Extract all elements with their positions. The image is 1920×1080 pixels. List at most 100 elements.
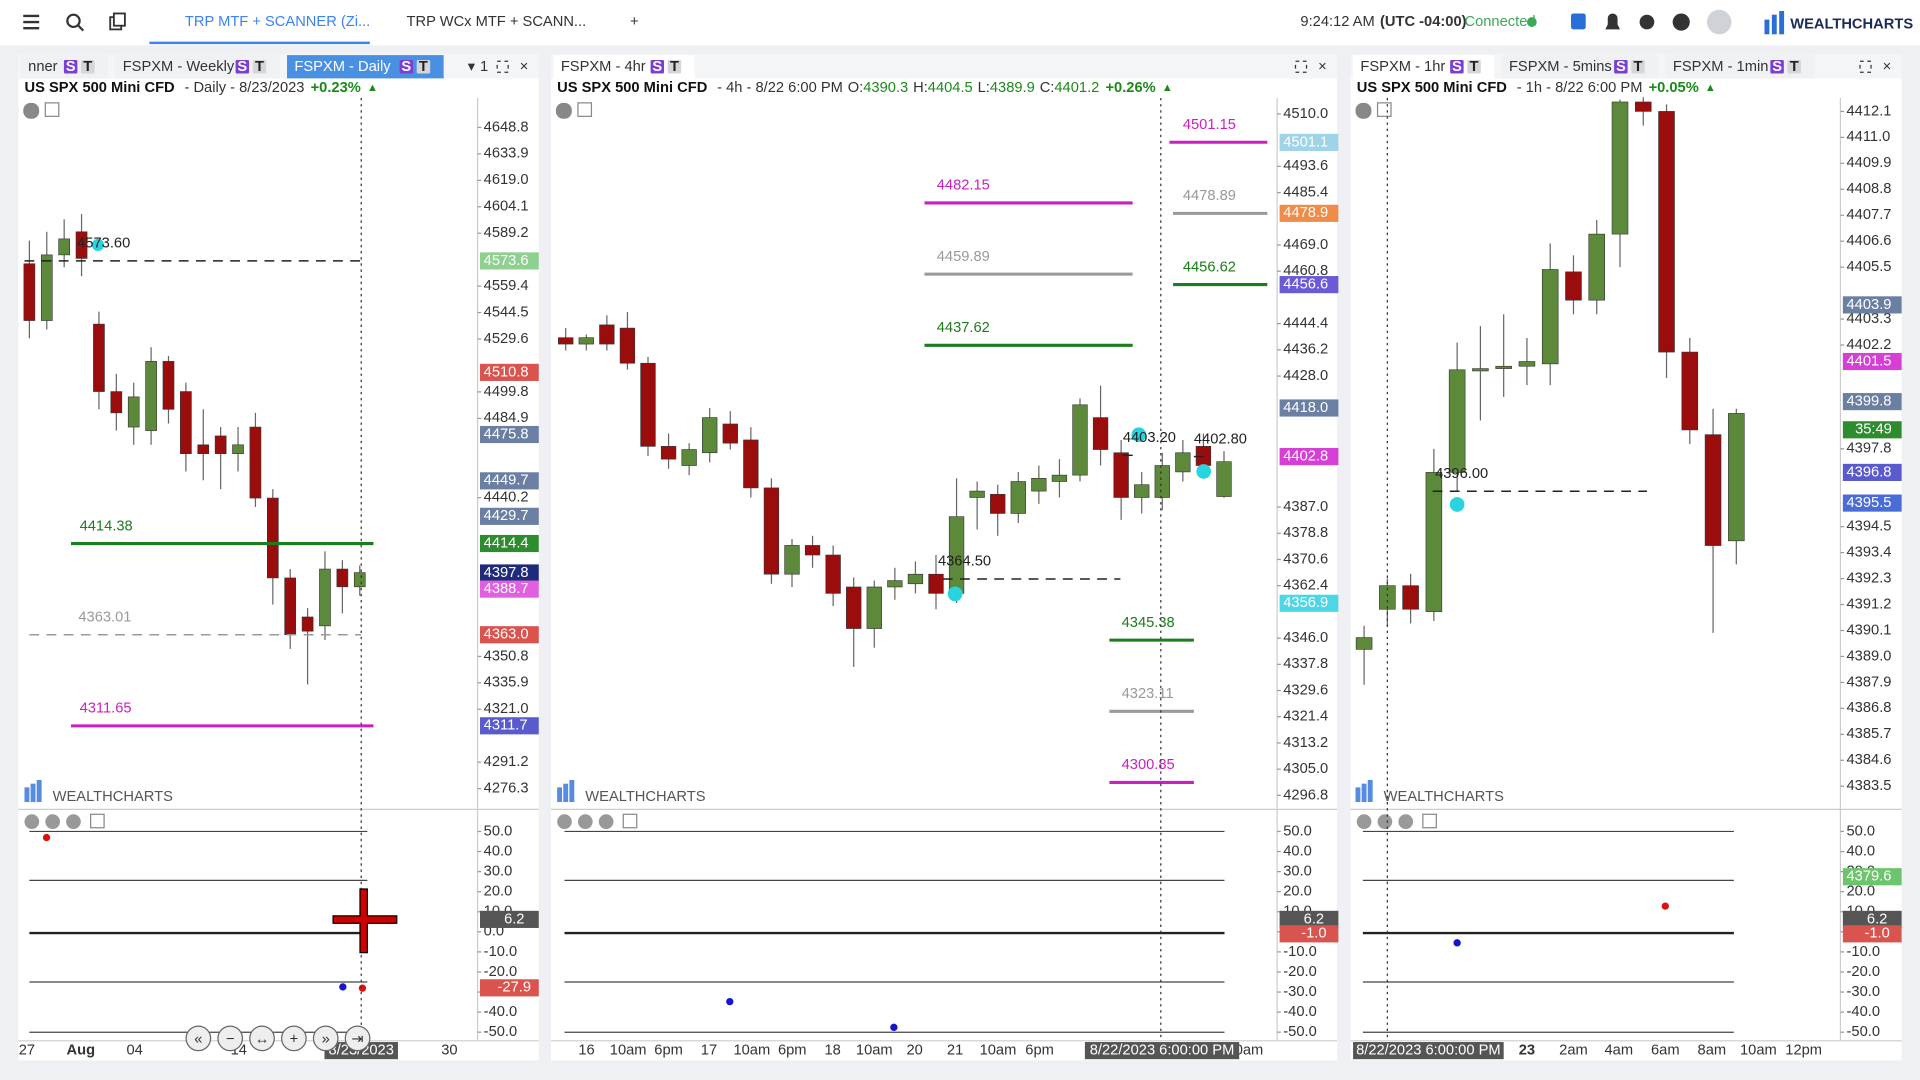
nav-button[interactable] bbox=[344, 1025, 371, 1052]
timezone[interactable]: (UTC -04:00) bbox=[1380, 14, 1467, 30]
y-tick-label: 4436.2 bbox=[1283, 342, 1328, 358]
candle-body bbox=[640, 362, 656, 447]
close-button[interactable]: × bbox=[520, 59, 529, 75]
price-tag-label: 4397.8 bbox=[484, 565, 529, 581]
nav-button[interactable] bbox=[249, 1025, 275, 1052]
nav-button[interactable] bbox=[217, 1025, 244, 1052]
indicator-tool[interactable] bbox=[598, 814, 614, 829]
maximize-button[interactable] bbox=[1294, 60, 1308, 73]
candle-body bbox=[578, 337, 594, 345]
y-tick-label: 4484.9 bbox=[484, 410, 529, 426]
indicator-tool[interactable] bbox=[90, 813, 105, 829]
maximize-button[interactable] bbox=[496, 60, 509, 73]
indicator-tool[interactable] bbox=[66, 814, 81, 829]
decoration bbox=[1779, 11, 1785, 35]
chart-tool[interactable] bbox=[44, 102, 60, 117]
marker-dot bbox=[726, 997, 734, 1006]
x-tick-label: 30 bbox=[441, 1042, 457, 1058]
help-icon[interactable] bbox=[1672, 13, 1690, 31]
tab-badge bbox=[1770, 60, 1784, 74]
close-button[interactable]: × bbox=[1318, 59, 1327, 75]
level-label: 4364.50 bbox=[938, 554, 991, 570]
maximize-button[interactable] bbox=[1859, 60, 1872, 73]
candle-body bbox=[743, 439, 759, 489]
osc-tick-label: -40.0 bbox=[484, 1004, 517, 1020]
osc-note: 4379.6 bbox=[1847, 869, 1892, 885]
bell-icon[interactable] bbox=[1605, 13, 1621, 30]
decoration bbox=[1764, 19, 1770, 35]
level-label: 4456.62 bbox=[1183, 259, 1236, 275]
chart-tool[interactable] bbox=[23, 102, 40, 119]
candle-body bbox=[1635, 101, 1652, 112]
y-tick-label: 4346.0 bbox=[1283, 630, 1328, 646]
nav-button[interactable] bbox=[312, 1025, 339, 1052]
x-tick-label: 12pm bbox=[1785, 1042, 1822, 1058]
y-tick-label: 4633.9 bbox=[484, 146, 529, 162]
candle-body bbox=[1681, 351, 1699, 431]
y-tick-label: 4510.0 bbox=[1283, 106, 1328, 122]
chart-tool[interactable] bbox=[555, 102, 572, 119]
osc-tick-label: -30.0 bbox=[1283, 984, 1316, 1000]
osc-tick-label: 20.0 bbox=[484, 884, 513, 900]
candle-body bbox=[110, 391, 123, 414]
nav-button[interactable] bbox=[185, 1025, 212, 1052]
close-button[interactable]: × bbox=[1883, 59, 1892, 75]
osc-tick-label: 40.0 bbox=[1283, 843, 1312, 859]
copy-icon[interactable] bbox=[109, 12, 126, 31]
layout-number: 1 bbox=[480, 59, 488, 75]
avatar[interactable] bbox=[1706, 9, 1732, 35]
layout-menu[interactable]: ▾ bbox=[468, 59, 476, 75]
chart-tool[interactable] bbox=[577, 102, 593, 117]
indicator-tool[interactable] bbox=[577, 814, 593, 829]
add-tab[interactable]: + bbox=[630, 14, 639, 30]
x-tick-label: 6pm bbox=[778, 1042, 807, 1058]
chart-tool[interactable] bbox=[1355, 102, 1372, 119]
indicator-tool[interactable] bbox=[1398, 814, 1414, 829]
candle-body bbox=[763, 487, 780, 575]
y-tick-label: 4469.0 bbox=[1283, 237, 1328, 253]
level-label: 4437.62 bbox=[937, 320, 990, 336]
indicator-tool[interactable] bbox=[557, 814, 572, 829]
nav-button[interactable] bbox=[281, 1025, 307, 1052]
cursor-time: 8/22/2023 6:00:00 PM bbox=[1356, 1042, 1501, 1058]
top-bar bbox=[0, 0, 1920, 46]
change: +0.26% bbox=[1105, 80, 1155, 96]
candle-body bbox=[1031, 478, 1047, 492]
indicator-tool[interactable] bbox=[45, 814, 61, 829]
search-icon[interactable] bbox=[66, 13, 85, 32]
workspace-tab[interactable]: TRP MTF + SCANNER (Zi... bbox=[185, 14, 370, 30]
osc-tag bbox=[1842, 910, 1902, 928]
y-tick-label: 4387.0 bbox=[1283, 499, 1328, 515]
y-tick-label: 4394.5 bbox=[1847, 519, 1892, 535]
y-tick-label: 4406.6 bbox=[1847, 233, 1892, 249]
y-tick-label: 4648.8 bbox=[484, 119, 529, 135]
tab-label: FSPXM - Daily bbox=[294, 59, 391, 75]
candle-body bbox=[93, 323, 105, 392]
indicator-tool[interactable] bbox=[1356, 814, 1372, 829]
settings-icon[interactable] bbox=[1639, 14, 1655, 30]
workspace-tab[interactable]: TRP WCx MTF + SCANN... bbox=[407, 14, 587, 30]
price-tag bbox=[480, 717, 539, 735]
menu-icon[interactable] bbox=[23, 14, 40, 30]
nav-button-icon: − bbox=[226, 1031, 235, 1047]
countdown-tag bbox=[1842, 421, 1902, 439]
indicator-tool[interactable] bbox=[1422, 813, 1437, 829]
indicator-tool[interactable] bbox=[24, 814, 40, 829]
save-icon[interactable] bbox=[1571, 13, 1586, 30]
indicator-tool[interactable] bbox=[1377, 814, 1393, 829]
logo-mark bbox=[1764, 11, 1785, 35]
y-tick-label: 4393.4 bbox=[1847, 545, 1892, 561]
osc-tick-label: 50.0 bbox=[1847, 823, 1876, 839]
y-tick-label: 4529.6 bbox=[484, 331, 529, 347]
osc-tick-label: -20.0 bbox=[484, 964, 517, 980]
indicator-tool[interactable] bbox=[622, 813, 638, 829]
tab-badge-label: S bbox=[66, 59, 76, 75]
osc-tick-label: 40.0 bbox=[484, 843, 513, 859]
chart-tool[interactable] bbox=[1376, 102, 1392, 117]
y-tick-label: 4444.4 bbox=[1283, 315, 1328, 331]
x-tick-label: 20 bbox=[907, 1042, 923, 1058]
y-tick-label: 4408.8 bbox=[1847, 181, 1892, 197]
tab-badge bbox=[235, 60, 250, 74]
watermark: WEALTHCHARTS bbox=[1384, 789, 1504, 805]
candle-body bbox=[969, 490, 985, 498]
